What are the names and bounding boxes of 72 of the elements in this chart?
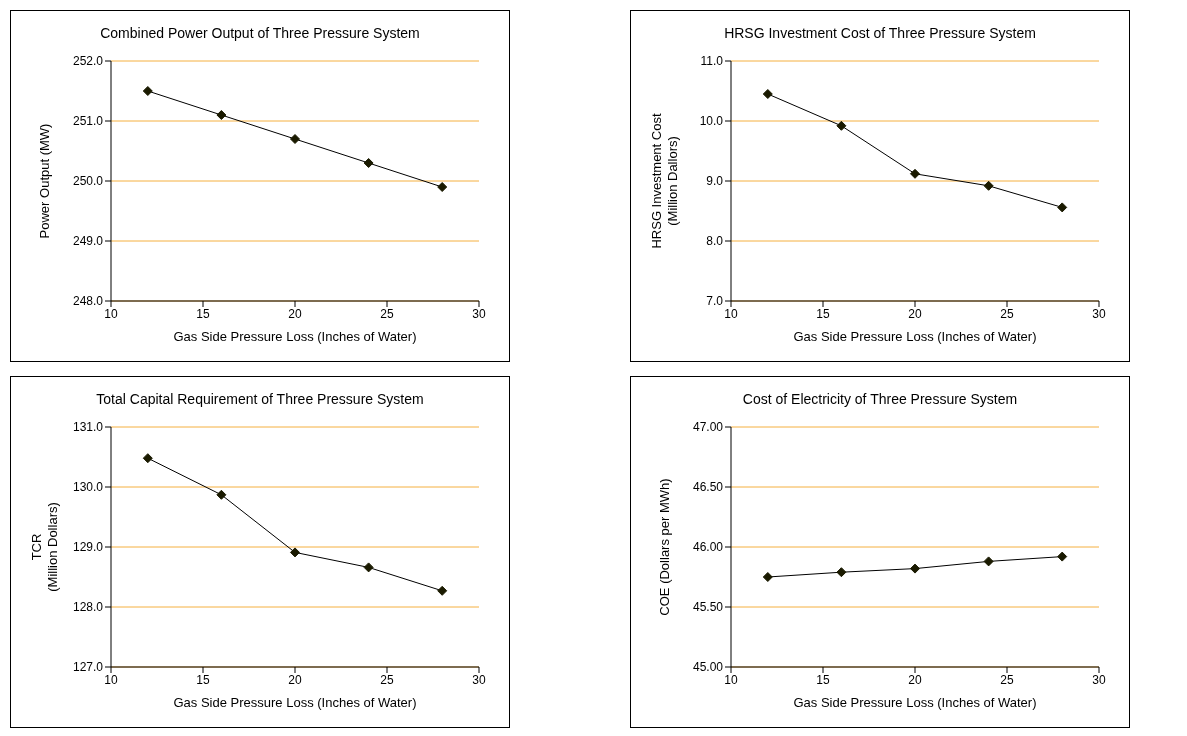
- chart-title: Combined Power Output of Three Pressure System: [99, 25, 421, 43]
- x-tick-label: 20: [908, 672, 922, 687]
- x-tick-label: 15: [196, 672, 210, 687]
- point: [836, 567, 847, 578]
- point: [142, 86, 153, 96]
- x-tick-label: 10: [724, 306, 738, 321]
- y-tick-label: 129.0: [72, 540, 104, 555]
- y-tick-label: 11.0: [700, 54, 724, 69]
- y-tick-label: 45.50: [692, 600, 724, 615]
- point: [910, 168, 920, 179]
- point: [762, 572, 773, 582]
- point: [437, 182, 448, 192]
- y-tick-label: 47.00: [692, 420, 724, 435]
- y-tick-label: 251.0: [72, 114, 104, 129]
- y-axis-title: HRSG Investment Cost (Million Dallors): [649, 113, 680, 249]
- x-tick-label: 30: [1092, 672, 1106, 687]
- point: [142, 453, 153, 464]
- y-tick-label: 10.0: [699, 114, 724, 129]
- chart-title: HRSG Investment Cost of Three Pressure System: [723, 25, 1037, 43]
- y-tick-label: 128.0: [72, 600, 104, 615]
- x-tick-label: 30: [472, 672, 486, 687]
- point: [910, 563, 920, 574]
- x-tick-label: 20: [288, 672, 302, 687]
- y-tick-label: 252.0: [72, 54, 104, 69]
- x-tick-label: 15: [196, 306, 210, 321]
- x-tick-label: 25: [380, 672, 394, 687]
- point: [762, 89, 773, 99]
- point: [216, 110, 227, 120]
- y-tick-label: 249.0: [72, 234, 104, 249]
- x-tick-label: 20: [288, 306, 302, 321]
- x-tick-label: 25: [1000, 672, 1014, 687]
- x-tick-label: 10: [104, 672, 118, 687]
- x-tick-label: 30: [1092, 306, 1106, 321]
- x-axis-title: Gas Side Pressure Loss (Inches of Water): [173, 329, 417, 344]
- y-tick-label: 46.50: [692, 480, 724, 495]
- x-axis-title: Gas Side Pressure Loss (Inches of Water): [793, 695, 1037, 710]
- x-tick-label: 25: [380, 306, 394, 321]
- x-tick-label: 20: [908, 306, 922, 321]
- x-axis-title: Gas Side Pressure Loss (Inches of Water): [173, 695, 417, 710]
- y-tick-label: 130.0: [72, 480, 104, 495]
- point: [983, 180, 994, 191]
- y-tick-label: 9.0: [706, 174, 724, 189]
- x-tick-label: 10: [724, 672, 738, 687]
- chart-title: Total Capital Requirement of Three Pressure System: [95, 391, 425, 409]
- y-tick-label: 248.0: [72, 294, 104, 309]
- chart-title: Cost of Electricity of Three Pressure System: [741, 391, 1019, 409]
- y-tick-label: 45.00: [692, 660, 724, 675]
- point: [1057, 551, 1068, 562]
- point: [363, 158, 374, 168]
- point: [983, 556, 994, 567]
- y-tick-label: 250.0: [72, 174, 104, 189]
- x-tick-label: 10: [104, 306, 118, 321]
- point: [216, 489, 227, 500]
- x-tick-label: 15: [816, 672, 830, 687]
- x-tick-label: 15: [816, 306, 830, 321]
- point: [1057, 202, 1068, 213]
- y-tick-label: 8.0: [706, 234, 724, 249]
- y-tick-label: 46.00: [692, 540, 724, 555]
- y-axis-title: COE (Dollars per MWh): [657, 478, 672, 616]
- y-tick-label: 127.0: [72, 660, 104, 675]
- point: [290, 134, 300, 144]
- point: [290, 547, 300, 558]
- point: [836, 120, 847, 131]
- x-axis-title: Gas Side Pressure Loss (Inches of Water): [793, 329, 1037, 344]
- x-tick-label: 25: [1000, 306, 1014, 321]
- y-axis-title: TCR (Million Dollars): [29, 502, 60, 592]
- x-tick-label: 30: [472, 306, 486, 321]
- point: [437, 585, 448, 596]
- y-tick-label: 131.0: [72, 420, 104, 435]
- y-axis-title: Power Output (MW): [37, 123, 52, 239]
- point: [363, 562, 374, 573]
- y-tick-label: 7.0: [706, 294, 724, 309]
